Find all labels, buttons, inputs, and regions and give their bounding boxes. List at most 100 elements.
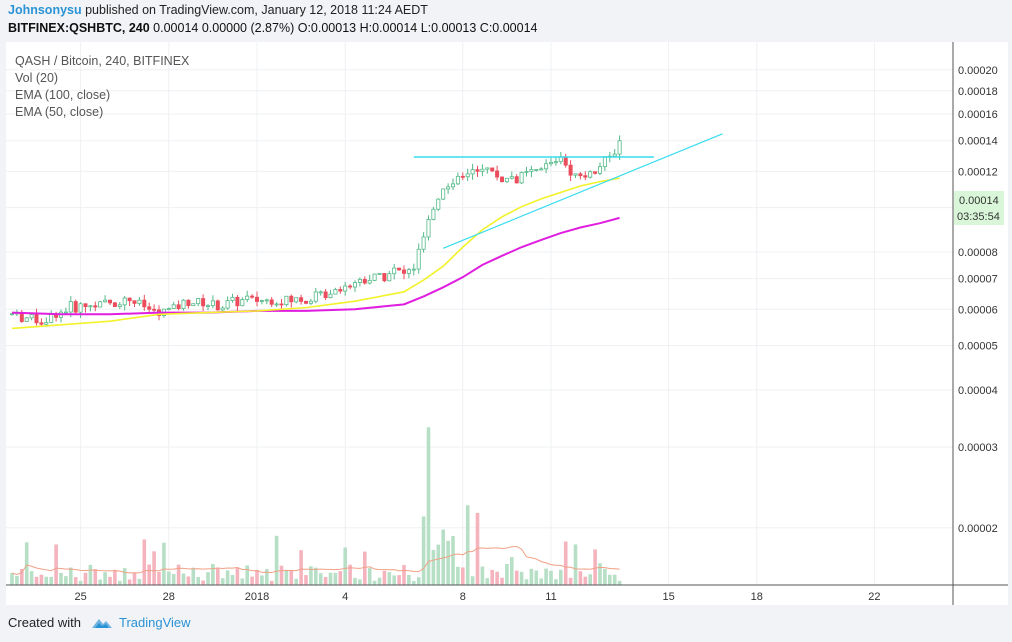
candle-body: [401, 269, 406, 274]
volume-bar: [470, 576, 475, 585]
volume-bar: [578, 571, 583, 585]
candle-body: [519, 172, 524, 184]
candle-body: [235, 296, 240, 307]
volume-bar: [338, 571, 343, 585]
volume-bar: [377, 577, 382, 585]
volume-bar: [211, 563, 215, 585]
candle-body: [382, 273, 387, 282]
volume-bar: [34, 576, 39, 585]
x-tick-label: 25: [74, 591, 86, 603]
volume-bar: [245, 565, 249, 585]
volume-bar: [402, 564, 406, 585]
candle-body: [29, 314, 34, 319]
x-tick-label: 8: [460, 591, 466, 603]
volume-bar: [451, 536, 455, 585]
volume-bar: [167, 571, 171, 585]
volume-bar: [583, 576, 588, 585]
symbol-label: BITFINEX:QSHBTC, 240: [8, 21, 150, 35]
volume-bar: [255, 569, 259, 585]
volume-bar: [64, 576, 68, 585]
candle-body: [348, 285, 353, 288]
volume-bar: [431, 549, 436, 585]
volume-bar: [426, 427, 431, 585]
candle-body: [583, 175, 588, 178]
legend-ema100: EMA (100, close): [15, 88, 110, 102]
symbol-info: BITFINEX:QSHBTC, 240 0.00014 0.00000 (2.…: [8, 21, 538, 35]
volume-bar: [314, 567, 318, 585]
author-link[interactable]: Johnsonysu: [8, 3, 82, 17]
volume-bar: [549, 570, 553, 585]
candle-body: [303, 300, 308, 304]
candle-body: [514, 176, 519, 184]
candle-body: [88, 305, 93, 308]
volume-bar: [495, 571, 499, 585]
candle-body: [284, 295, 289, 305]
candle-body: [602, 156, 607, 168]
candle-body: [176, 304, 181, 309]
candlestick-chart[interactable]: 0.00020 0.00018 0.00016 0.00014 0.00012 0.000…: [6, 42, 1008, 605]
volume-bar: [29, 571, 34, 585]
publish-info: Johnsonysu published on TradingView.com,…: [8, 3, 428, 17]
volume-bar: [441, 529, 445, 585]
volume-bar: [83, 572, 88, 585]
chart-panel[interactable]: 0.00020 0.00018 0.00016 0.00014 0.00012 0.000…: [6, 42, 1008, 605]
candle-body: [446, 186, 451, 190]
candle-body: [367, 279, 372, 284]
candle-body: [578, 173, 583, 177]
candle-body: [78, 303, 83, 313]
candle-body: [499, 176, 504, 183]
candle-body: [215, 300, 220, 311]
candle-body: [112, 302, 117, 307]
candle-body: [411, 268, 416, 271]
candle-body: [220, 307, 225, 311]
y-tick-label: 0.00007: [958, 274, 998, 286]
volume-bar: [593, 549, 597, 585]
candle-body: [196, 298, 201, 305]
y-tick-label: 0.00004: [958, 385, 998, 397]
candle-body: [509, 176, 514, 179]
volume-bar: [54, 544, 58, 585]
volume-bar: [328, 572, 333, 585]
volume-bar: [367, 567, 372, 585]
candle-body: [338, 289, 343, 292]
volume-bar: [113, 569, 117, 585]
tradingview-brand-link[interactable]: TradingView: [118, 615, 191, 630]
footer: Created with TradingView: [8, 615, 191, 630]
y-tick-label: 0.00018: [958, 86, 998, 98]
candle-body: [387, 273, 392, 282]
candle-body: [598, 166, 603, 174]
candle-body: [132, 300, 137, 304]
x-tick-label: 28: [163, 591, 175, 603]
volume-bar: [279, 565, 284, 585]
candle-body: [294, 297, 299, 303]
volume-bar: [568, 577, 573, 585]
candle-body: [426, 219, 431, 238]
candle-body: [495, 170, 500, 178]
candle-body: [470, 169, 475, 175]
volume-bar: [206, 572, 210, 585]
volume-bar: [235, 567, 240, 585]
candle-body: [39, 322, 44, 325]
volume-bar: [343, 547, 347, 585]
candle-body: [117, 304, 122, 307]
volume-bar: [387, 572, 392, 585]
x-tick-label: 4: [342, 591, 348, 603]
volume-bar: [274, 535, 279, 585]
candle-body: [524, 171, 529, 173]
candle-body: [549, 162, 554, 165]
volume-bar: [519, 571, 524, 585]
volume-bar: [118, 580, 122, 585]
volume-bar: [44, 576, 49, 585]
candle-body: [573, 173, 578, 176]
y-tick-label: 0.00003: [958, 442, 998, 454]
x-tick-label: 22: [868, 591, 880, 603]
y-tick-label: 0.00006: [958, 304, 998, 316]
ohlc-text: 0.00014 0.00000 (2.87%) O:0.00013 H:0.00…: [149, 21, 538, 35]
tradingview-logo-icon: [91, 618, 112, 628]
volume-bar: [416, 577, 421, 585]
candle-body: [617, 140, 622, 155]
countdown-label: 03:35:54: [957, 211, 1000, 223]
candle-body: [323, 291, 328, 298]
volume-bar: [98, 579, 102, 585]
indicator-lines: [11, 133, 723, 330]
